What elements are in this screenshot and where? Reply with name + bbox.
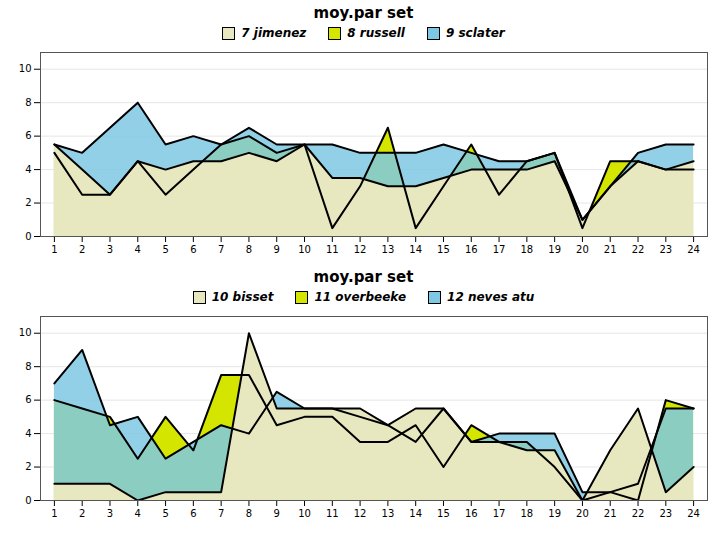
svg-text:13: 13: [382, 508, 395, 519]
svg-text:22: 22: [632, 508, 645, 519]
svg-text:23: 23: [659, 244, 672, 255]
svg-text:11: 11: [326, 508, 339, 519]
svg-text:5: 5: [162, 244, 168, 255]
svg-text:8: 8: [246, 508, 252, 519]
html-text:10 bisset: 10 bisset: [211, 290, 274, 304]
svg-text:18: 18: [520, 244, 533, 255]
svg-text:17: 17: [493, 244, 506, 255]
html-text:8 russell: 8 russell: [347, 26, 405, 40]
svg-text:13: 13: [382, 244, 395, 255]
svg-text:6: 6: [25, 130, 31, 141]
svg-text:0: 0: [25, 231, 31, 242]
html-text:12 neves atu: 12 neves atu: [447, 290, 535, 304]
html-text:7 jimenez: 7 jimenez: [241, 26, 307, 40]
svg-text:19: 19: [548, 244, 561, 255]
svg-text:10: 10: [298, 244, 311, 255]
html-text:moy.par set: moy.par set: [313, 268, 414, 286]
svg-text:23: 23: [659, 508, 672, 519]
svg-text:5: 5: [162, 508, 168, 519]
svg-text:22: 22: [632, 244, 645, 255]
svg-text:4: 4: [25, 428, 31, 439]
svg-text:12: 12: [354, 244, 367, 255]
svg-text:19: 19: [548, 508, 561, 519]
svg-text:15: 15: [437, 244, 450, 255]
svg-text:21: 21: [604, 508, 617, 519]
svg-text:16: 16: [465, 508, 478, 519]
svg-text:8: 8: [246, 244, 252, 255]
svg-text:12: 12: [354, 508, 367, 519]
svg-text:7: 7: [218, 244, 224, 255]
svg-text:2: 2: [25, 197, 31, 208]
svg-text:4: 4: [135, 508, 141, 519]
svg-text:9: 9: [274, 508, 280, 519]
svg-text:10: 10: [298, 508, 311, 519]
svg-text:4: 4: [135, 244, 141, 255]
svg-text:7: 7: [218, 508, 224, 519]
svg-text:24: 24: [687, 244, 700, 255]
svg-text:1: 1: [51, 244, 57, 255]
svg-text:20: 20: [576, 244, 589, 255]
svg-text:2: 2: [79, 508, 85, 519]
svg-text:14: 14: [409, 508, 422, 519]
svg-text:14: 14: [409, 244, 422, 255]
svg-text:3: 3: [107, 244, 113, 255]
svg-text:2: 2: [25, 461, 31, 472]
html-text:11 overbeeke: 11 overbeeke: [314, 290, 406, 304]
svg-text:6: 6: [25, 394, 31, 405]
svg-text:6: 6: [190, 244, 196, 255]
svg-text:18: 18: [520, 508, 533, 519]
svg-text:0: 0: [25, 495, 31, 506]
svg-text:24: 24: [687, 508, 700, 519]
svg-text:10: 10: [19, 327, 32, 338]
svg-text:20: 20: [576, 508, 589, 519]
svg-text:11: 11: [326, 244, 339, 255]
html-text:moy.par set: moy.par set: [313, 4, 414, 22]
svg-text:8: 8: [25, 97, 31, 108]
svg-text:2: 2: [79, 244, 85, 255]
html-text:9 sclater: 9 sclater: [446, 26, 505, 40]
svg-text:8: 8: [25, 361, 31, 372]
svg-text:6: 6: [190, 508, 196, 519]
svg-text:3: 3: [107, 508, 113, 519]
svg-text:9: 9: [274, 244, 280, 255]
svg-text:10: 10: [19, 63, 32, 74]
svg-text:17: 17: [493, 508, 506, 519]
svg-text:21: 21: [604, 244, 617, 255]
svg-text:15: 15: [437, 508, 450, 519]
svg-text:16: 16: [465, 244, 478, 255]
svg-text:4: 4: [25, 164, 31, 175]
svg-text:1: 1: [51, 508, 57, 519]
